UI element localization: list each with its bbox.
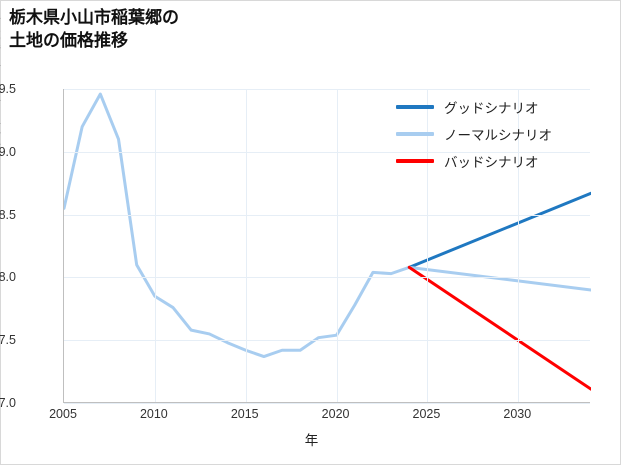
y-tick-label: 7.5 [0,333,16,348]
y-tick-label: 9.0 [0,144,16,159]
x-tick-label: 2005 [49,407,77,421]
legend-label: バッドシナリオ [444,154,539,170]
legend-swatch [396,158,434,163]
gridline-vertical [427,89,429,402]
gridline-vertical [336,89,338,402]
y-axis-label: 坪単価（3.3㎡）（万円） [0,5,2,153]
legend-label: グッドシナリオ [444,100,539,116]
legend-item[interactable]: ノーマルシナリオ [396,120,596,147]
legend-swatch [396,104,434,109]
page-title: 栃木県小山市稲葉郷の 土地の価格推移 [9,8,179,50]
series-line [407,265,591,391]
gridline-vertical [245,89,247,402]
x-tick-label: 2025 [412,407,441,421]
legend-item[interactable]: バッドシナリオ [396,147,596,174]
gridline-horizontal [64,214,590,216]
legend-label: ノーマルシナリオ [444,127,552,143]
y-tick-label: 8.5 [0,207,16,222]
legend: グッドシナリオ ノーマルシナリオ バッドシナリオ [396,93,596,174]
x-axis-label: 年 [304,433,319,448]
series-lines [64,92,591,391]
plot-area [63,89,591,404]
x-tick-label: 2010 [139,407,168,421]
y-tick-label: 8.0 [0,270,16,285]
gridline-horizontal [64,277,590,279]
y-tick-label: 9.5 [0,82,16,96]
gridline-horizontal [64,151,590,153]
series-line [407,191,591,269]
gridline-horizontal [64,403,590,404]
x-tick-label: 2020 [321,407,350,421]
y-tick-label: 7.0 [0,396,16,410]
series-line [407,265,591,292]
x-tick-label: 2030 [503,407,532,421]
gridline-horizontal [64,89,590,90]
gridline-vertical [518,89,520,402]
gridline-vertical [154,89,156,402]
x-tick-label: 2015 [230,407,259,421]
series-line [64,92,411,359]
gridline-horizontal [64,340,590,342]
legend-item[interactable]: グッドシナリオ [396,93,596,120]
legend-swatch [396,131,434,136]
